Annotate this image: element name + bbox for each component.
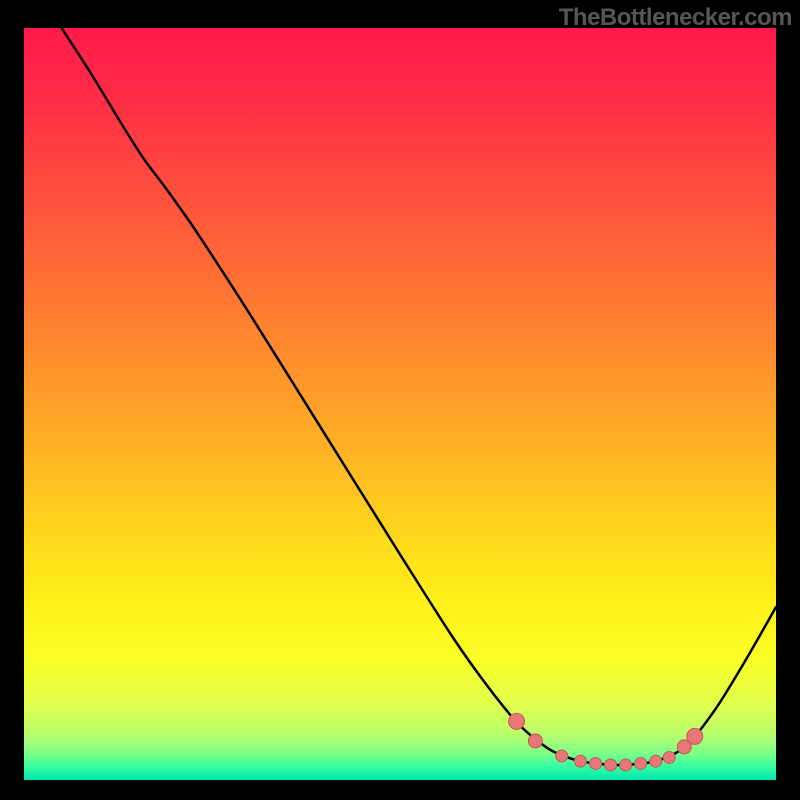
chart-container: TheBottlenecker.com bbox=[0, 0, 800, 800]
markers-group bbox=[509, 713, 703, 771]
bottleneck-curve bbox=[62, 28, 776, 765]
marker-point bbox=[620, 759, 632, 771]
marker-point bbox=[556, 750, 568, 762]
marker-point bbox=[687, 728, 703, 744]
marker-point bbox=[605, 759, 617, 771]
curve-layer bbox=[24, 28, 776, 780]
marker-point bbox=[590, 757, 602, 769]
marker-point bbox=[650, 755, 662, 767]
plot-area bbox=[24, 28, 776, 780]
marker-point bbox=[574, 755, 586, 767]
marker-point bbox=[509, 713, 525, 729]
marker-point bbox=[663, 751, 675, 763]
marker-point bbox=[528, 734, 542, 748]
marker-point bbox=[635, 757, 647, 769]
